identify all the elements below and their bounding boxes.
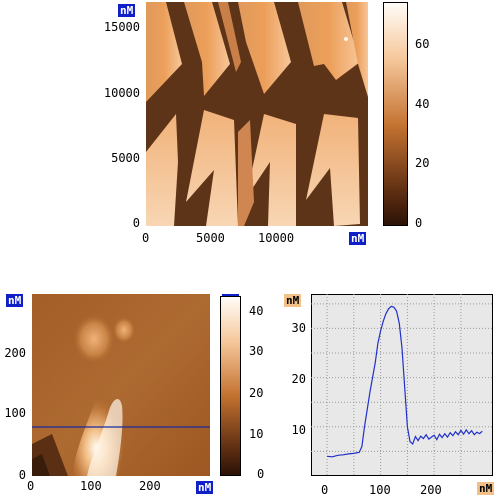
main-y-unit-badge: nM [118, 4, 136, 17]
zoom-colorbar-tick: 20 [249, 386, 264, 400]
profile-y-unit-badge: nM [284, 294, 302, 307]
surface-particle [344, 37, 348, 41]
terrace-band [218, 2, 241, 72]
zoom-height-map [32, 294, 210, 476]
terrace-band [298, 2, 360, 80]
surface-feature [87, 399, 123, 476]
profile-x-tick: 100 [369, 483, 391, 497]
zoom-y-tick: 200 [4, 346, 26, 360]
surface-feature [72, 313, 116, 365]
main-x-tick: 10000 [258, 231, 295, 245]
profile-y-tick: 30 [291, 321, 306, 335]
main-y-tick: 5000 [111, 151, 140, 165]
profile-series [327, 305, 483, 458]
zoom-y-tick: 0 [18, 468, 26, 482]
main-x-tick: 5000 [196, 231, 225, 245]
main-y-tick: 10000 [103, 86, 140, 100]
main-y-tick: 15000 [103, 20, 140, 34]
terrace-band [184, 2, 230, 96]
terrace-band [146, 2, 182, 102]
profile-y-tick: 10 [291, 423, 306, 437]
main-colorbar-tick: 0 [415, 216, 423, 230]
main-y-tick: 0 [132, 216, 140, 230]
profile-x-tick: 200 [420, 483, 442, 497]
terrace-band [238, 120, 254, 226]
plot-area [311, 294, 493, 476]
main-colorbar-tick: 20 [415, 156, 430, 170]
terrace-band [186, 110, 238, 226]
profile-x-tick: 0 [321, 483, 329, 497]
zoom-x-tick: 100 [80, 479, 102, 493]
profile-x-unit-badge: nM [477, 482, 495, 495]
terrace-band [238, 2, 291, 94]
zoom-colorbar [220, 296, 241, 476]
zoom-colorbar-tick: 30 [249, 344, 264, 358]
surface-feature [112, 316, 136, 344]
zoom-x-tick: 0 [27, 479, 35, 493]
main-colorbar [383, 2, 408, 226]
zoom-y-unit-badge: nM [6, 294, 24, 307]
substrate-region [32, 454, 50, 476]
zoom-colorbar-tick: 40 [249, 304, 264, 318]
profile-line [327, 305, 483, 458]
main-colorbar-tick: 60 [415, 37, 430, 51]
zoom-x-tick: 200 [139, 479, 161, 493]
main-x-tick: 0 [142, 231, 150, 245]
main-colorbar-tick: 40 [415, 97, 430, 111]
terrace-band [246, 114, 296, 226]
terrace-band [306, 114, 360, 226]
terrace-band [146, 114, 178, 226]
zoom-x-unit-badge: nM [196, 481, 214, 494]
profile-y-tick: 20 [291, 372, 306, 386]
zoom-colorbar-tick: 0 [257, 467, 265, 481]
main-x-unit-badge: nM [349, 232, 367, 245]
profile-plot [311, 294, 493, 476]
main-height-map [146, 2, 368, 226]
terrace-band [346, 2, 368, 97]
zoom-colorbar-tick: 10 [249, 427, 264, 441]
zoom-y-tick: 100 [4, 406, 26, 420]
